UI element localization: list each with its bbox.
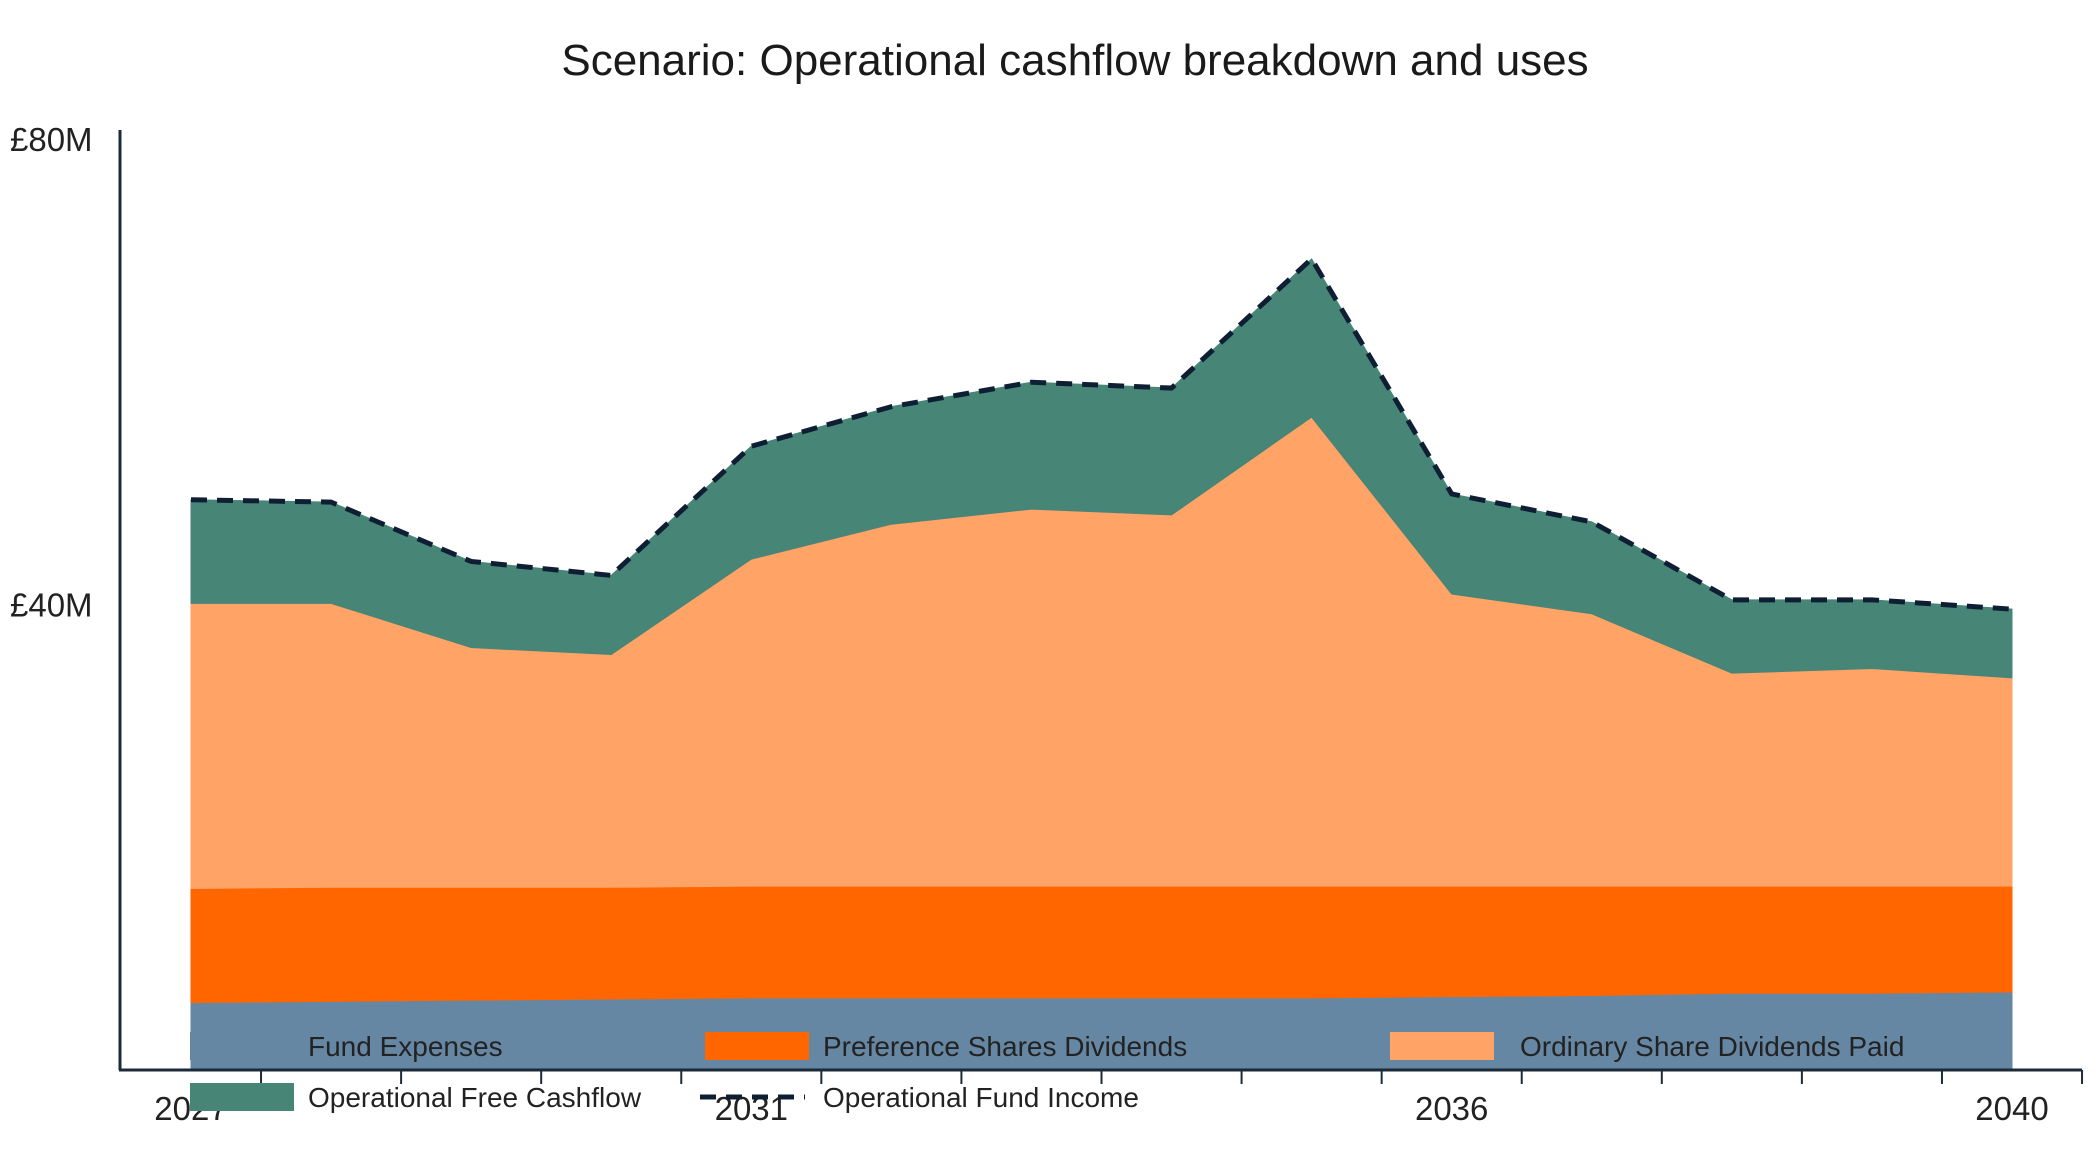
area-operational-free-cashflow	[190, 258, 2013, 679]
legend-label: Operational Free Cashflow	[308, 1082, 642, 1113]
x-tick-label: 2036	[1415, 1090, 1488, 1127]
legend-item: Operational Fund Income	[700, 1082, 1139, 1113]
legend-swatch	[705, 1032, 809, 1060]
y-tick-label: £80M	[10, 121, 93, 158]
legend-label: Preference Shares Dividends	[823, 1031, 1187, 1062]
x-tick-label: 2031	[715, 1090, 788, 1127]
legend-swatch	[190, 1083, 294, 1111]
legend-swatch	[190, 1032, 294, 1060]
line-operational-fund-income	[190, 254, 2013, 612]
stacked-areas	[190, 254, 2013, 1071]
legend-label: Operational Fund Income	[823, 1082, 1139, 1113]
legend: Fund Expenses Preference Shares Dividends…	[190, 1031, 1904, 1113]
y-tick-label: £40M	[10, 587, 93, 624]
legend-item: Fund Expenses	[190, 1031, 503, 1062]
area-preference-shares-dividends	[190, 885, 2013, 1004]
legend-item: Ordinary Share Dividends Paid	[1390, 1031, 1904, 1062]
x-tick-label: 2040	[1975, 1090, 2048, 1127]
chart-title: Scenario: Operational cashflow breakdown…	[561, 36, 1588, 85]
legend-swatch	[1390, 1032, 1494, 1060]
legend-label: Fund Expenses	[308, 1031, 503, 1062]
legend-item: Preference Shares Dividends	[705, 1031, 1187, 1062]
legend-label: Ordinary Share Dividends Paid	[1520, 1031, 1904, 1062]
legend-item: Operational Free Cashflow	[190, 1082, 642, 1113]
